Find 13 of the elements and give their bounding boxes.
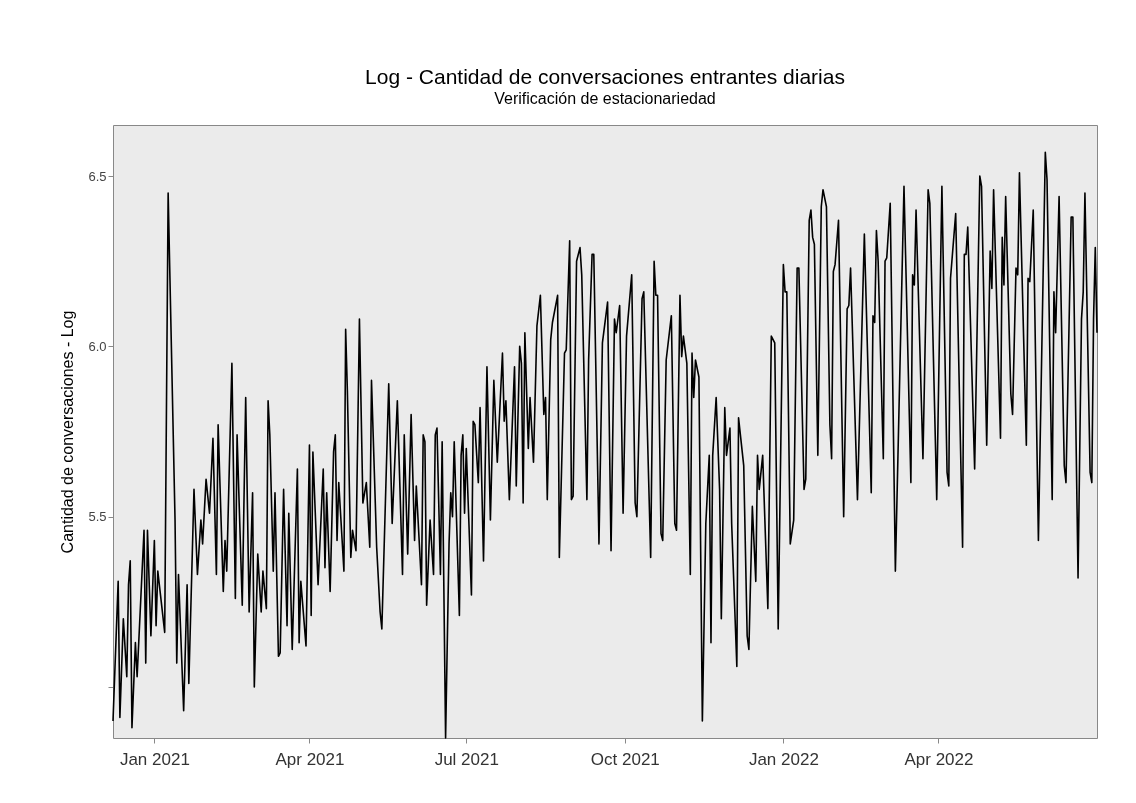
x-tick-label: Jan 2022	[748, 749, 819, 769]
y-tick-label: 6.0	[88, 338, 107, 354]
x-tick-label: Apr 2021	[275, 749, 345, 769]
chart-subtitle: Verificación de estacionariedad	[494, 90, 716, 107]
chart-title: Log - Cantidad de conversaciones entrantes diarias	[365, 65, 845, 88]
y-tick-label: 5.5	[88, 509, 107, 525]
x-tick-label: Jan 2021	[119, 749, 190, 769]
x-tick-label: Oct 2021	[590, 749, 660, 769]
x-tick-label: Apr 2022	[904, 749, 974, 769]
line-series	[112, 151, 1098, 739]
y-axis-title: Cantidad de conversaciones - Log	[59, 310, 77, 554]
y-tick-label: 6.5	[88, 168, 107, 184]
x-tick-label: Jul 2021	[434, 749, 499, 769]
